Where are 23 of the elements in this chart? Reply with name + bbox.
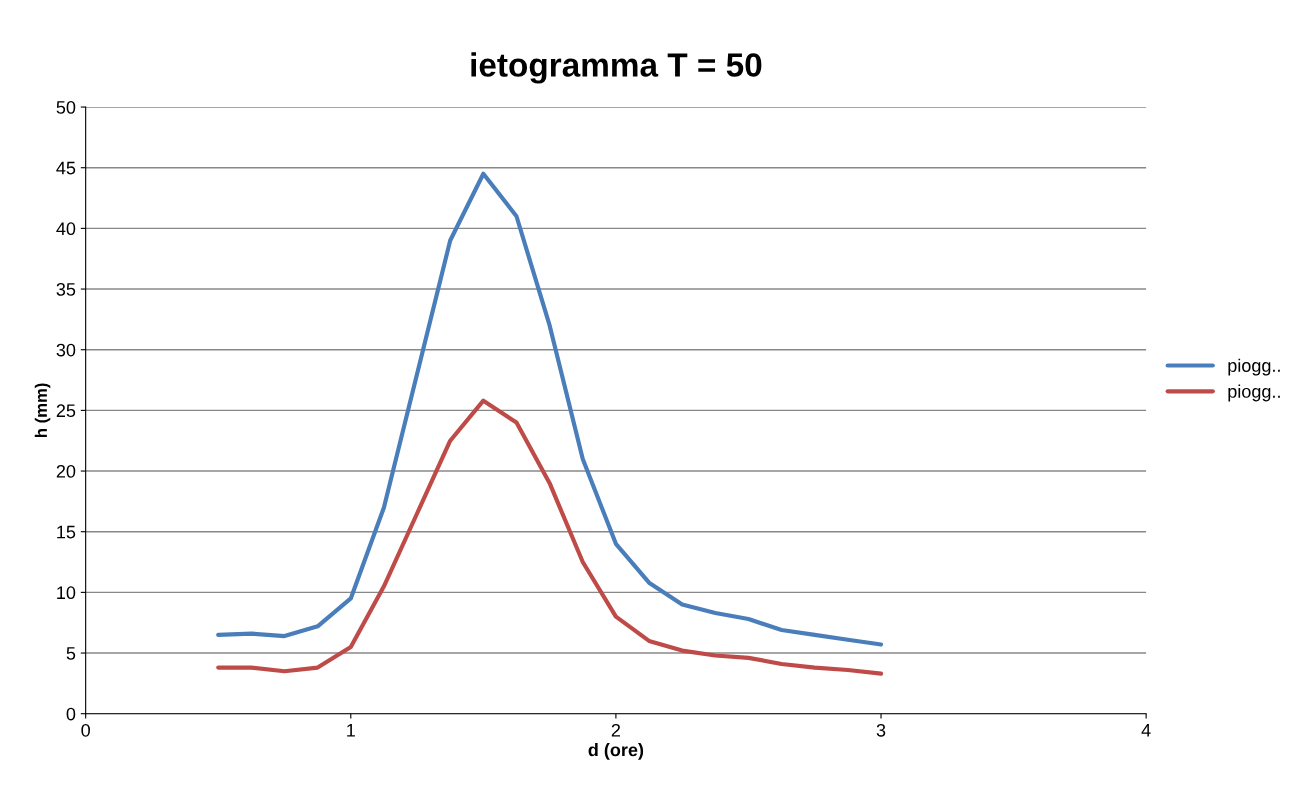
y-tick-label: 35 <box>56 282 76 296</box>
y-tick-label: 25 <box>56 404 76 418</box>
y-tick-label: 40 <box>56 222 76 236</box>
line-series <box>216 398 884 676</box>
line-series <box>216 171 884 647</box>
x-axis-title: d (ore) <box>588 743 644 760</box>
x-tick-label: 2 <box>611 723 621 737</box>
y-tick-label: 45 <box>56 161 76 175</box>
x-tick-label: 1 <box>347 724 355 737</box>
legend-label: piogg.. <box>1228 384 1280 402</box>
legend-label: piogg.. <box>1228 358 1280 376</box>
chart-title: ietogramma T = 50 <box>471 52 762 84</box>
y-tick-label: 0 <box>66 707 76 721</box>
x-tick-label: 0 <box>81 723 90 737</box>
y-tick-label: 50 <box>56 100 76 114</box>
y-tick-label: 5 <box>66 647 76 660</box>
x-tick-label: 3 <box>876 723 886 737</box>
y-axis-title: h (mm) <box>34 383 51 437</box>
y-tick-label: 15 <box>57 525 76 539</box>
y-tick-label: 30 <box>56 343 76 357</box>
x-tick-label: 4 <box>1141 724 1151 737</box>
y-tick-label: 20 <box>56 464 76 478</box>
y-tick-label: 10 <box>57 586 76 600</box>
